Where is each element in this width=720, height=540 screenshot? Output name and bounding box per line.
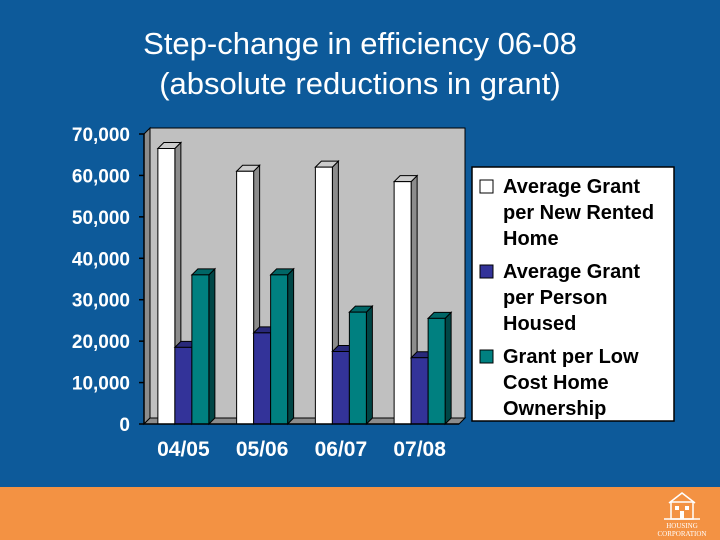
logo-text-line-1: HOUSING	[666, 522, 698, 530]
legend-label: Average Grant per Person Housed	[503, 261, 640, 335]
bar-side	[444, 311, 452, 426]
bar-series-group	[156, 141, 453, 426]
housing-corporation-logo: HOUSING CORPORATION	[650, 490, 714, 538]
slide-title: Step-change in efficiency 06-08 (absolut…	[0, 24, 720, 104]
legend-swatch	[479, 264, 494, 279]
bar-front	[348, 311, 367, 425]
bar-front	[157, 148, 176, 425]
y-tick-label: 30,000	[72, 291, 130, 312]
legend-swatch	[479, 179, 494, 194]
bar	[348, 304, 374, 426]
y-tick-label: 40,000	[72, 249, 130, 270]
bar-front	[314, 166, 333, 425]
y-tick-label: 60,000	[72, 166, 130, 187]
x-tick-label: 04/05	[157, 438, 210, 461]
legend-label: Average Grant per New Rented Home	[503, 176, 654, 250]
legend-box	[471, 166, 675, 422]
legend-item: Average Grant per Person Housed	[479, 261, 640, 335]
bar-side	[208, 267, 216, 426]
title-line-2: (absolute reductions in grant)	[159, 66, 561, 101]
title-line-1: Step-change in efficiency 06-08	[143, 26, 577, 61]
bar	[190, 267, 217, 426]
bar-front	[331, 351, 350, 425]
legend: Average Grant per New Rented Home Average G…	[471, 166, 675, 422]
y-tick-label: 20,000	[72, 332, 130, 353]
bar	[426, 311, 453, 426]
y-tick-label: 0	[119, 415, 130, 436]
logo-text-line-2: CORPORATION	[657, 530, 707, 538]
bar-front	[393, 181, 412, 425]
bar-front	[427, 317, 446, 425]
x-tick-label: 07/08	[393, 438, 446, 461]
x-tick-label: 05/06	[236, 438, 289, 461]
plot-side-wall	[143, 126, 151, 426]
footer-band	[0, 487, 720, 540]
bar	[269, 267, 295, 426]
bar-side	[365, 304, 373, 426]
x-axis: 04/05 05/06 06/07 07/08	[144, 423, 459, 461]
bar-front	[236, 170, 255, 425]
x-tick-label: 06/07	[315, 438, 368, 461]
legend-label: Grant per Low Cost Home Ownership	[503, 346, 639, 420]
bar-side	[287, 267, 295, 426]
legend-item: Average Grant per New Rented Home	[479, 176, 654, 250]
building-icon	[664, 492, 700, 520]
bar-front	[174, 346, 193, 425]
bar-front	[191, 274, 210, 425]
legend-item: Grant per Low Cost Home Ownership	[479, 346, 639, 420]
y-tick-label: 70,000	[72, 125, 130, 146]
legend-swatch	[479, 349, 494, 364]
bar-front	[253, 332, 272, 425]
y-tick-label: 50,000	[72, 208, 130, 229]
bar-front	[410, 357, 429, 425]
bar-front	[270, 274, 289, 425]
y-tick-label: 10,000	[72, 374, 130, 395]
y-axis: 0 10,000 20,000 30,000 40,000 50,000 60,000 70,…	[72, 125, 145, 436]
